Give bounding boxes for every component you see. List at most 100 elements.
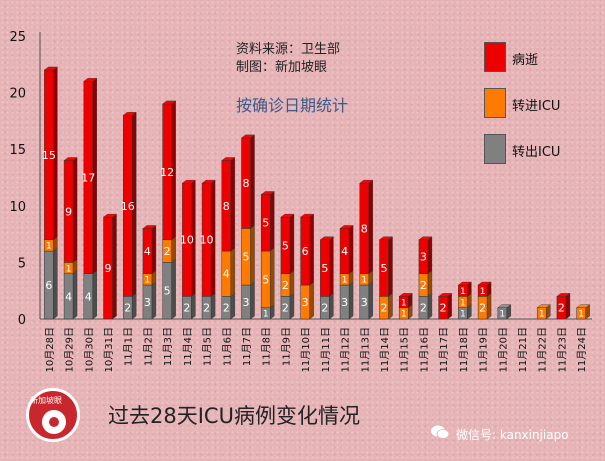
data-label: 15 bbox=[42, 149, 56, 162]
bar-top-cap bbox=[497, 304, 512, 308]
bar-segment-side bbox=[270, 191, 275, 252]
x-tick-label: 11月6日 bbox=[221, 327, 233, 366]
data-label: 1 bbox=[46, 242, 52, 252]
bar-top-cap bbox=[122, 112, 137, 116]
x-tick-label: 11月18日 bbox=[458, 327, 470, 372]
bar-segment-side bbox=[289, 213, 295, 275]
data-label: 10 bbox=[180, 234, 194, 247]
data-label: 2 bbox=[420, 279, 427, 292]
bar-segment-side bbox=[112, 213, 117, 320]
x-tick-label: 11月14日 bbox=[379, 327, 391, 372]
bar-segment-side bbox=[151, 281, 157, 320]
bar-segment-side bbox=[309, 281, 314, 320]
bar-top-cap bbox=[457, 281, 472, 286]
data-label: 1 bbox=[480, 287, 486, 297]
bar-top-cap bbox=[63, 157, 78, 161]
x-tick-label: 11月23日 bbox=[556, 327, 568, 372]
legend-label-deaths: 病逝 bbox=[512, 53, 539, 68]
x-tick-label: 11月19日 bbox=[478, 327, 490, 372]
bar-top-cap bbox=[438, 293, 453, 297]
x-tick-label: 11月22日 bbox=[537, 327, 549, 372]
bar-segment-side bbox=[329, 292, 334, 320]
bar-segment-side bbox=[250, 225, 255, 286]
data-label: 2 bbox=[381, 302, 388, 315]
bar-segment-side bbox=[151, 225, 157, 275]
x-tick-label: 11月12日 bbox=[340, 327, 352, 372]
data-label: 1 bbox=[361, 276, 367, 286]
data-label: 1 bbox=[578, 310, 584, 320]
bar-segment-side bbox=[270, 247, 275, 309]
data-label: 3 bbox=[361, 296, 368, 309]
data-label: 2 bbox=[203, 302, 210, 315]
bar-top-cap bbox=[477, 281, 492, 286]
data-label: 3 bbox=[144, 296, 151, 309]
data-label: 1 bbox=[460, 298, 466, 308]
bar-segment-side bbox=[72, 270, 78, 320]
chart-subtitle: 按确诊日期统计 bbox=[236, 96, 349, 115]
data-label: 1 bbox=[342, 276, 348, 286]
x-tick-label: 11月17日 bbox=[438, 327, 450, 372]
bar-segment-side bbox=[250, 281, 255, 320]
bar-segment-side bbox=[486, 292, 492, 320]
legend-swatch-into-icu bbox=[484, 88, 506, 118]
bar-top-cap bbox=[240, 134, 256, 139]
legend-label-out-icu: 转出ICU bbox=[512, 145, 561, 160]
data-label: 2 bbox=[124, 302, 131, 315]
logo-text: 新加坡眼 bbox=[30, 396, 62, 405]
data-label: 2 bbox=[558, 302, 565, 315]
data-label: 1 bbox=[460, 287, 466, 297]
data-label: 1 bbox=[263, 310, 269, 320]
bar-segment-side bbox=[171, 236, 176, 263]
data-label: 5 bbox=[282, 239, 289, 252]
data-label: 1 bbox=[145, 276, 151, 286]
bar-top-cap bbox=[201, 179, 216, 184]
x-tick-label: 10月29日 bbox=[64, 327, 76, 372]
bar-top-cap bbox=[418, 236, 433, 240]
data-label: 5 bbox=[262, 273, 269, 286]
legend-label-into-icu: 转进ICU bbox=[512, 99, 561, 114]
bar-segment-side bbox=[92, 270, 97, 320]
y-tick-label: 20 bbox=[9, 87, 26, 102]
bar-top-cap bbox=[359, 179, 374, 184]
bar-segment-side bbox=[388, 236, 393, 297]
bar-segment-side bbox=[289, 270, 295, 297]
x-tick-label: 11月16日 bbox=[418, 327, 430, 372]
bar-segment-side bbox=[230, 157, 235, 252]
bar-segment-side bbox=[368, 281, 373, 320]
bar-segment-side bbox=[368, 179, 373, 275]
y-tick-label: 10 bbox=[9, 200, 26, 215]
data-label: 5 bbox=[381, 262, 388, 275]
data-label: 2 bbox=[440, 302, 447, 315]
bar-top-cap bbox=[162, 100, 177, 105]
bar-segment-side bbox=[250, 134, 255, 229]
bar-top-cap bbox=[43, 66, 58, 71]
data-label: 5 bbox=[243, 251, 250, 264]
bar-segment-side bbox=[348, 225, 354, 275]
wechat-icon bbox=[431, 425, 450, 439]
bar-segment-side bbox=[230, 247, 235, 297]
x-tick-label: 11月24日 bbox=[576, 327, 588, 372]
bar-top-cap bbox=[576, 304, 591, 308]
data-label: 12 bbox=[160, 166, 174, 179]
x-tick-label: 10月30日 bbox=[83, 327, 95, 372]
data-label: 6 bbox=[302, 245, 309, 258]
data-label: 2 bbox=[420, 302, 427, 315]
x-tick-label: 11月7日 bbox=[241, 327, 253, 366]
bar-segment-side bbox=[427, 236, 433, 275]
x-tick-label: 11月21日 bbox=[517, 327, 529, 372]
bar-segment-side bbox=[289, 292, 295, 320]
legend-swatch-out-icu bbox=[484, 134, 506, 164]
x-tick-label: 10月31日 bbox=[103, 327, 115, 372]
data-label: 2 bbox=[479, 302, 486, 315]
data-label: 4 bbox=[85, 290, 92, 303]
x-tick-label: 11月1日 bbox=[123, 327, 135, 366]
data-label: 8 bbox=[243, 177, 250, 190]
data-label: 17 bbox=[81, 171, 95, 184]
data-label: 9 bbox=[105, 262, 112, 275]
data-label: 5 bbox=[164, 285, 171, 298]
data-label: 2 bbox=[183, 302, 190, 315]
x-tick-label: 11月20日 bbox=[497, 327, 509, 372]
bar-top-cap bbox=[280, 213, 295, 218]
data-label: 4 bbox=[65, 290, 72, 303]
